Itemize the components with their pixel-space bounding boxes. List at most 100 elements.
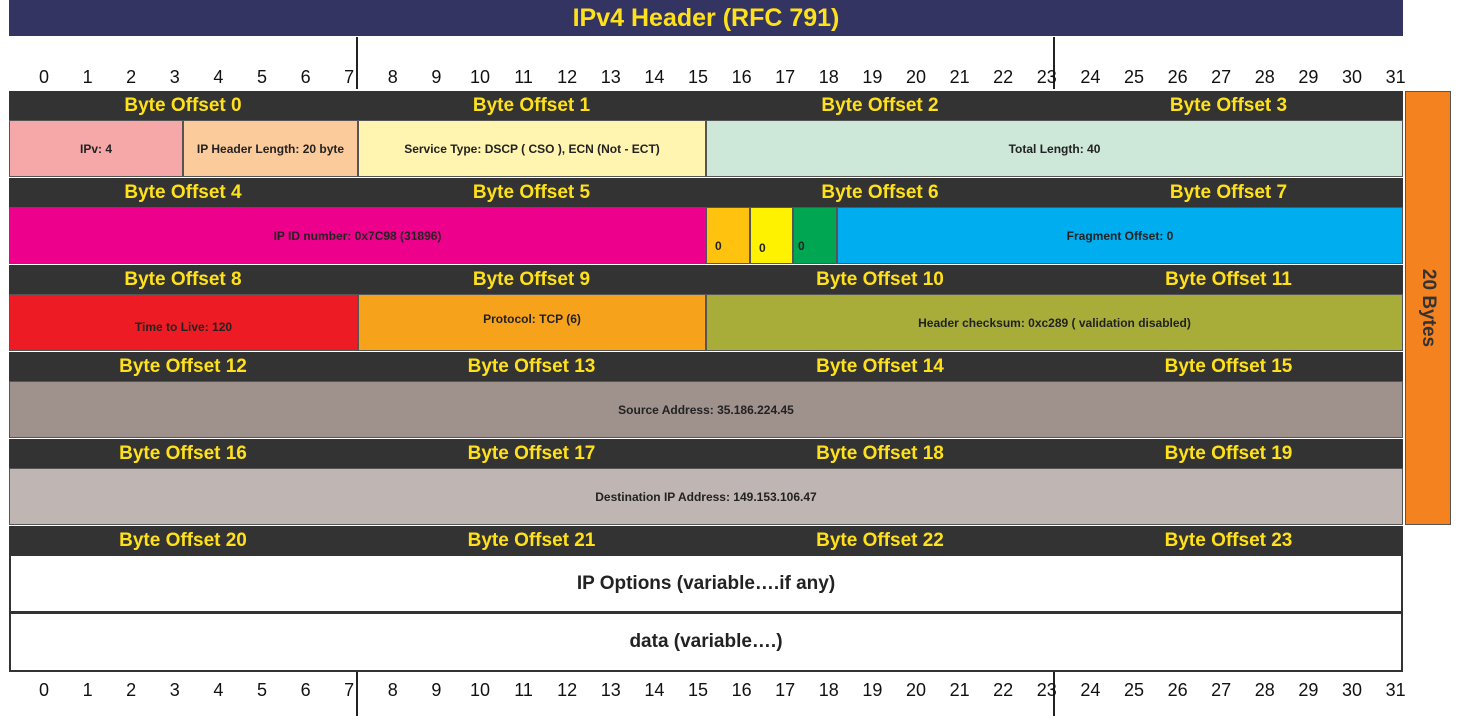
bottom-bit-6: 6 — [300, 680, 311, 700]
bottom-bit-2: 2 — [126, 680, 137, 700]
bit-numbers-bottom: 0 1 2 3 4 5 6 7 8 9 10 11 12 13 14 15 16 17 18 19 20 21 22 23 24… — [0, 680, 1459, 710]
byte-offset-label: Byte Offset 10 — [816, 268, 944, 290]
byte-offset-label: Byte Offset 9 — [472, 268, 591, 290]
bottom-bit-21: 21 — [949, 680, 970, 700]
bottom-bit-31: 31 — [1385, 680, 1406, 700]
byte-offset-row-4-7: Byte Offset 4 Byte Offset 5 Byte Offset 6 B… — [9, 178, 1403, 207]
byte-offset-label: Byte Offset 18 — [816, 442, 944, 464]
top-bit-4: 4 — [213, 67, 224, 87]
byte-offset-label: Byte Offset 2 — [821, 94, 939, 116]
ip-options-row: IP Options (variable….if any) — [9, 554, 1403, 613]
flag-dont-fragment: 0 — [750, 207, 793, 264]
byte-offset-row-12-15: Byte Offset 12 Byte Offset 13 Byte Offset … — [9, 352, 1403, 381]
top-bit-17: 17 — [775, 67, 796, 87]
bottom-bit-26: 26 — [1167, 680, 1188, 700]
byte-offset-label: Byte Offset 13 — [467, 355, 596, 377]
byte-offset-label: Byte Offset 19 — [1164, 442, 1293, 464]
bottom-bit-7: 7 — [344, 680, 355, 700]
bottom-bit-3: 3 — [169, 680, 180, 700]
bottom-bit-29: 29 — [1298, 680, 1319, 700]
flag-more-fragments: 0 — [793, 207, 837, 264]
byte-offset-row-20-23: Byte Offset 20 Byte Offset 21 Byte Offset … — [9, 526, 1403, 555]
byte-offset-label: Byte Offset 15 — [1164, 355, 1293, 377]
byte-offset-row-0-3: Byte Offset 0 Byte Offset 1 Byte Offset 2 B… — [9, 91, 1403, 120]
flag-reserved: 0 — [706, 207, 750, 264]
top-divider-byte-1 — [356, 37, 358, 89]
top-bit-16: 16 — [731, 67, 752, 87]
top-bit-10: 10 — [469, 67, 491, 87]
top-bit-6: 6 — [300, 67, 311, 87]
bottom-bit-30: 30 — [1341, 680, 1363, 700]
bit-numbers-top: 0 1 2 3 4 5 6 7 8 9 10 11 12 13 14 15 16 17 18 19 20 21 22 23 24… — [0, 67, 1459, 97]
data-row: data (variable….) — [9, 612, 1403, 672]
byte-offset-label: Byte Offset 6 — [821, 181, 939, 203]
bottom-bit-18: 18 — [818, 680, 839, 700]
top-divider-byte-3 — [1053, 37, 1055, 89]
bottom-divider-byte-1 — [356, 672, 358, 716]
top-bit-25: 25 — [1123, 67, 1145, 87]
top-bit-7: 7 — [344, 67, 355, 87]
field-service-type: Service Type: DSCP ( CSO ), ECN (Not - E… — [358, 120, 706, 177]
byte-offset-label: Byte Offset 17 — [467, 442, 596, 464]
top-bit-0: 0 — [38, 67, 50, 87]
bottom-bit-23: 23 — [1036, 680, 1057, 700]
field-destination-address: Destination IP Address: 149.153.106.47 — [9, 468, 1403, 525]
byte-offset-label: Byte Offset 0 — [124, 94, 242, 116]
top-bit-3: 3 — [169, 67, 180, 87]
byte-offset-row-16-19: Byte Offset 16 Byte Offset 17 Byte Offset … — [9, 439, 1403, 468]
bottom-bit-10: 10 — [469, 680, 491, 700]
top-bit-5: 5 — [256, 67, 268, 87]
byte-offset-label: Byte Offset 8 — [124, 268, 242, 290]
byte-offset-label: Byte Offset 3 — [1169, 94, 1288, 116]
header-size-label: 20 Bytes — [1418, 268, 1440, 348]
field-protocol: Protocol: TCP (6) — [358, 294, 706, 351]
top-bit-28: 28 — [1254, 67, 1275, 87]
byte-offset-label: Byte Offset 23 — [1164, 529, 1293, 551]
top-bit-13: 13 — [600, 67, 621, 87]
top-bit-22: 22 — [993, 67, 1014, 87]
byte-offset-label: Byte Offset 21 — [467, 529, 596, 551]
top-bit-9: 9 — [431, 67, 442, 87]
bottom-bit-0: 0 — [38, 680, 50, 700]
bottom-bit-25: 25 — [1123, 680, 1145, 700]
field-version: IPv: 4 — [9, 120, 183, 177]
diagram-title: IPv4 Header (RFC 791) — [9, 0, 1403, 36]
field-ip-id: IP ID number: 0x7C98 (31896) — [9, 207, 706, 264]
byte-offset-label: Byte Offset 22 — [816, 529, 944, 551]
byte-offset-label: Byte Offset 1 — [472, 94, 591, 116]
top-bit-14: 14 — [644, 67, 665, 87]
top-bit-21: 21 — [949, 67, 970, 87]
bottom-bit-28: 28 — [1254, 680, 1275, 700]
top-bit-27: 27 — [1211, 67, 1232, 87]
top-bit-2: 2 — [126, 67, 137, 87]
byte-offset-label: Byte Offset 11 — [1165, 268, 1292, 290]
bottom-bit-13: 13 — [600, 680, 621, 700]
field-header-checksum: Header checksum: 0xc289 ( validation dis… — [706, 294, 1403, 351]
byte-offset-label: Byte Offset 5 — [472, 181, 591, 203]
field-source-address: Source Address: 35.186.224.45 — [9, 381, 1403, 438]
top-bit-31: 31 — [1385, 67, 1406, 87]
top-bit-11: 11 — [514, 67, 533, 87]
bottom-bit-11: 11 — [514, 680, 533, 700]
top-bit-1: 1 — [82, 67, 93, 87]
field-ttl: Time to Live: 120 — [9, 294, 358, 351]
byte-offset-label: Byte Offset 7 — [1169, 181, 1288, 203]
bottom-bit-12: 12 — [557, 680, 578, 700]
bottom-bit-16: 16 — [731, 680, 752, 700]
field-header-length: IP Header Length: 20 byte — [183, 120, 358, 177]
bottom-bit-22: 22 — [993, 680, 1014, 700]
top-bit-19: 19 — [862, 67, 883, 87]
field-fragment-offset: Fragment Offset: 0 — [837, 207, 1403, 264]
top-bit-15: 15 — [687, 67, 709, 87]
bottom-bit-27: 27 — [1211, 680, 1232, 700]
bottom-bit-4: 4 — [213, 680, 224, 700]
top-bit-20: 20 — [905, 67, 927, 87]
bottom-bit-1: 1 — [82, 680, 93, 700]
top-bit-30: 30 — [1341, 67, 1363, 87]
byte-offset-label: Byte Offset 16 — [119, 442, 247, 464]
byte-offset-label: Byte Offset 20 — [119, 529, 247, 551]
top-bit-18: 18 — [818, 67, 839, 87]
bottom-bit-19: 19 — [862, 680, 883, 700]
field-total-length: Total Length: 40 — [706, 120, 1403, 177]
bottom-bit-24: 24 — [1080, 680, 1101, 700]
